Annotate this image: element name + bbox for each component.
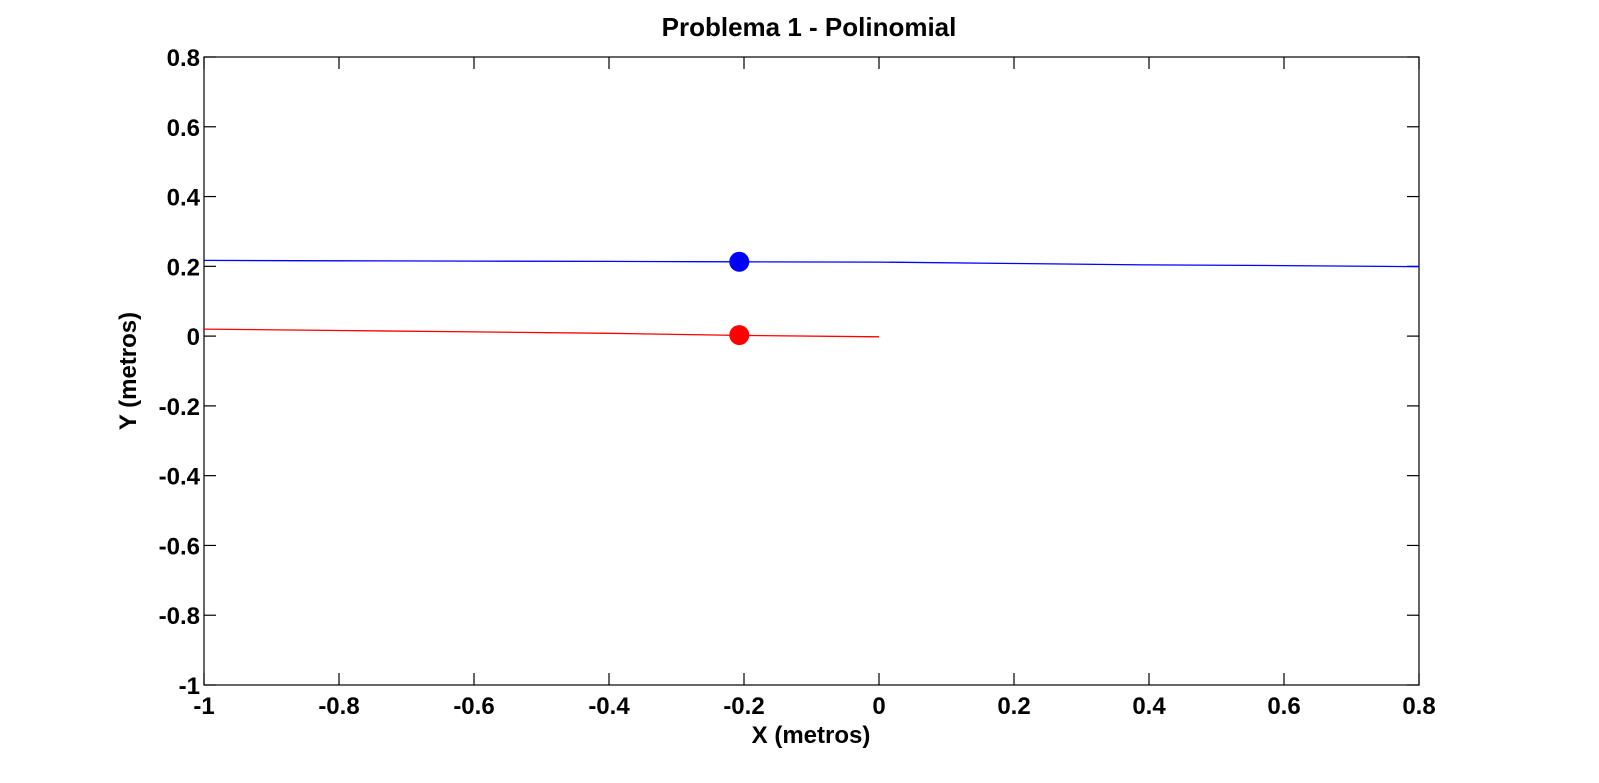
chart-title: Problema 1 - Polinomial [662,12,957,42]
x-tick-label: -0.8 [318,693,359,720]
series-layer [203,259,1420,338]
x-tick-label: -0.4 [588,693,630,720]
y-tick-label: -0.4 [159,464,201,491]
x-tick-label: -0.6 [453,693,494,720]
y-axis-label: Y (metros) [115,312,142,430]
y-tick-label: -0.2 [159,394,200,421]
y-tick-label: -0.6 [159,533,200,560]
x-tick-label: 0.6 [1267,693,1300,720]
y-tick-label: -1 [179,673,200,700]
x-tick-label: 0.2 [997,693,1030,720]
y-tick-label: 0.6 [167,115,200,142]
y-tick-label: -0.8 [159,603,200,630]
x-tick-label: -0.2 [723,693,764,720]
plot-area [203,56,1420,686]
data-marker-2 [729,325,750,346]
x-tick-label: 0.8 [1402,693,1435,720]
y-tick-label: 0.8 [167,45,200,72]
y-tick-label: 0.2 [167,254,200,281]
y-tick-label: 0.4 [167,185,201,212]
marker-layer [729,251,750,346]
y-tick-label: 0 [187,324,200,351]
x-tick-label: -1 [193,693,214,720]
x-axis-ticks: -1 -0.8 -0.6 -0.4 -0.2 0 0.2 0.4 0.6 0.8 [193,57,1436,720]
x-tick-label: 0.4 [1132,693,1166,720]
x-axis-label: X (metros) [752,722,871,749]
series-line-1 [203,259,1420,268]
y-axis-ticks: -1 -0.8 -0.6 -0.4 -0.2 0 0.2 0.4 0.6 0.8 [159,45,1419,700]
x-tick-label: 0 [872,693,885,720]
series-line-2 [203,328,880,338]
data-marker-1 [729,251,750,272]
